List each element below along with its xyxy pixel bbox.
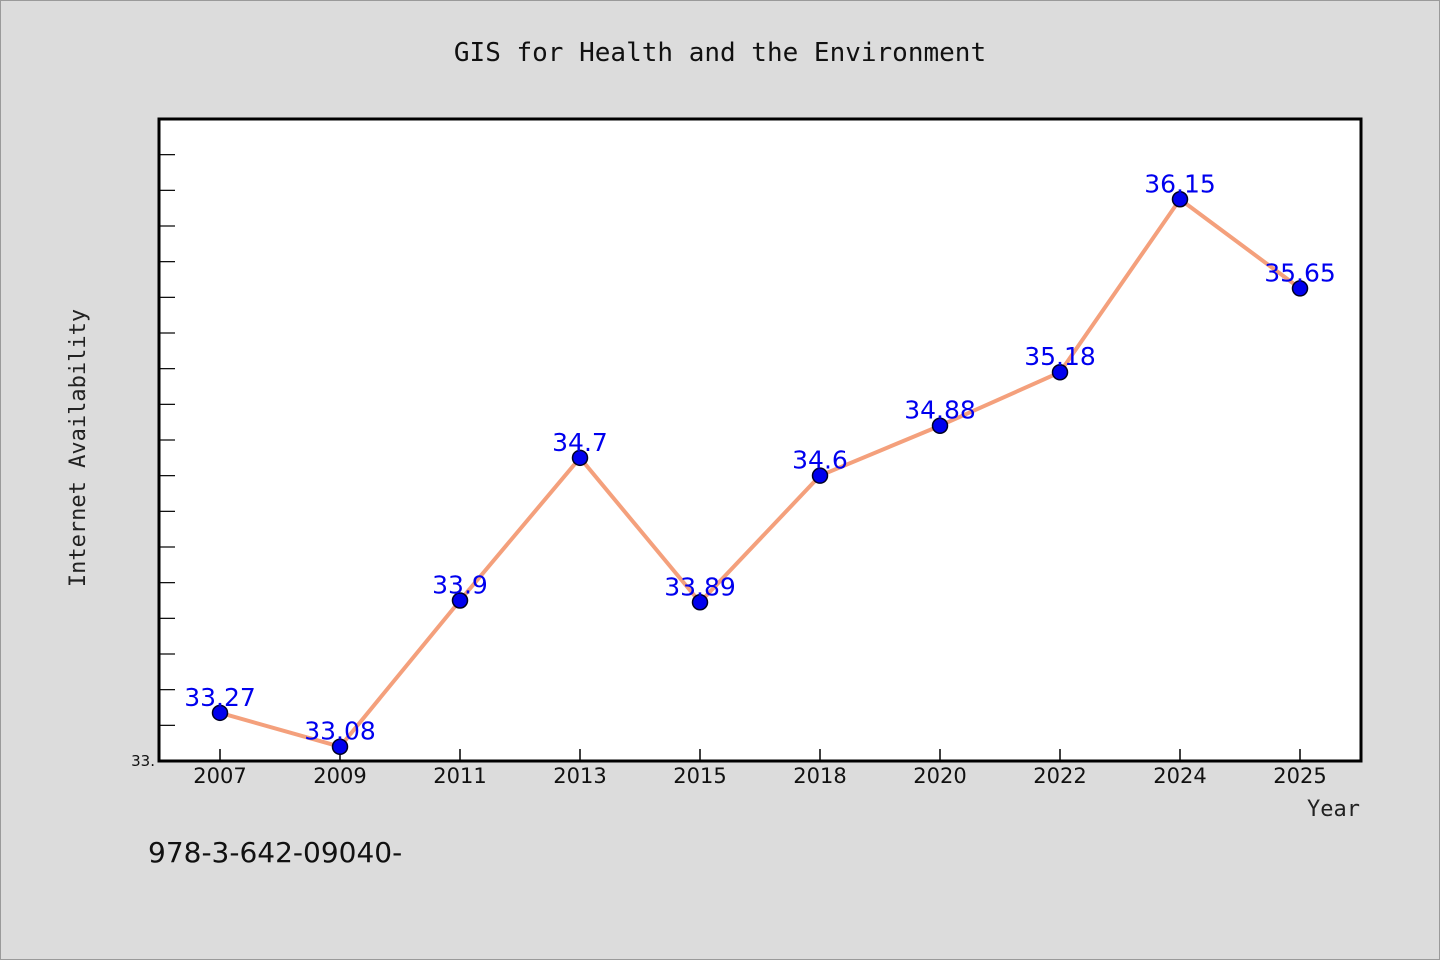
plot-area — [157, 117, 1363, 763]
data-label: 33.27 — [184, 683, 256, 712]
series-line-group — [219, 197, 1302, 749]
data-point — [331, 738, 349, 755]
data-label: 36.15 — [1144, 169, 1216, 198]
data-point — [571, 449, 589, 467]
data-point — [451, 592, 469, 609]
data-label: 33.9 — [432, 571, 488, 600]
data-label: 34.7 — [552, 428, 608, 457]
data-point — [691, 594, 709, 611]
data-label: 33.89 — [664, 572, 736, 601]
footnote: 978-3-642-09040- — [148, 836, 402, 869]
x-tick-label: 2007 — [193, 764, 246, 788]
data-label: 33.08 — [304, 717, 376, 746]
x-tick-label: 2009 — [313, 764, 366, 788]
data-label: 35.18 — [1024, 342, 1096, 371]
x-tick-label: 2018 — [793, 764, 846, 788]
x-tick-label: 2020 — [913, 764, 966, 788]
chart-title: GIS for Health and the Environment — [454, 38, 986, 68]
data-point — [211, 704, 229, 722]
data-point — [1291, 280, 1309, 297]
x-tick-label: 2024 — [1153, 764, 1206, 788]
markers-group — [211, 191, 1309, 755]
x-tick-label: 2013 — [553, 764, 606, 788]
x-tick-label: 2025 — [1273, 764, 1326, 788]
x-tick-label: 2011 — [433, 764, 486, 788]
data-label: 35.65 — [1264, 258, 1336, 287]
data-point — [811, 467, 829, 484]
x-axis-label: Year — [1307, 797, 1360, 822]
x-tick-label: 2022 — [1033, 764, 1086, 788]
data-labels-group: 33.27 33.08 33.9 34.7 33.89 34.6 34.88 35.18 36.… — [184, 169, 1336, 745]
x-tick-labels: 2007 2009 2011 2013 2015 2018 2020 2022 2024 2025 — [193, 764, 1326, 788]
x-tick-label: 2015 — [673, 764, 726, 788]
y-tick-label: 33. — [131, 752, 155, 770]
y-axis-minor-ticks — [159, 154, 175, 726]
series-line — [219, 197, 1302, 749]
data-point — [931, 417, 949, 434]
data-point — [1171, 191, 1189, 208]
data-label: 34.6 — [792, 446, 848, 475]
y-axis-label: Internet Availability — [66, 309, 91, 587]
data-label: 34.88 — [904, 396, 976, 425]
data-point — [1051, 363, 1069, 381]
